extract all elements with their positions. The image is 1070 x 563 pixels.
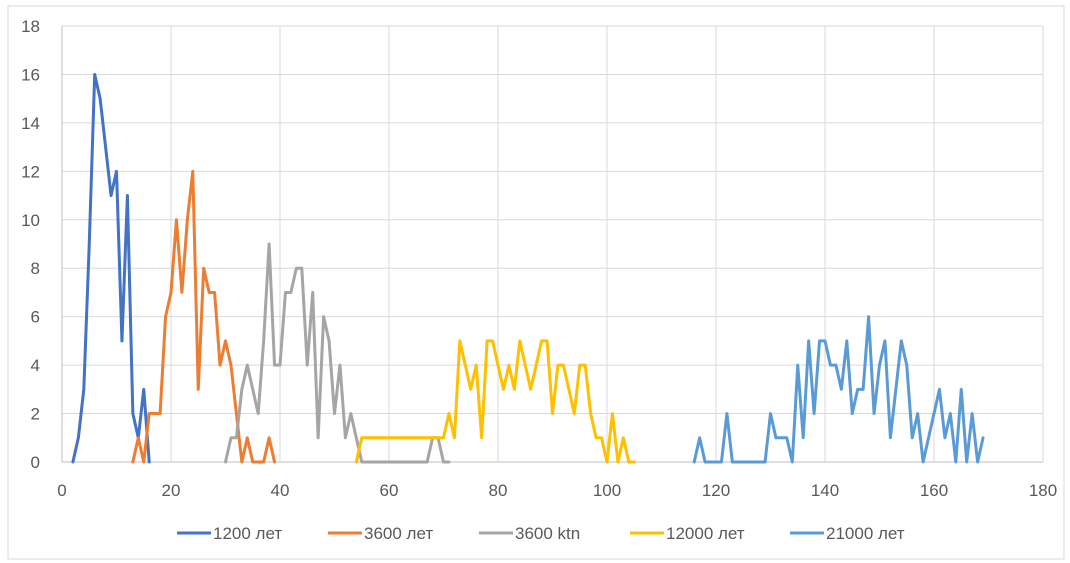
x-tick-label: 180 <box>1029 481 1057 500</box>
series-line-2 <box>131 169 277 464</box>
x-tick-label: 20 <box>162 481 181 500</box>
y-tick-label: 4 <box>31 356 40 375</box>
series-line-1 <box>71 72 151 464</box>
gridlines <box>62 25 1044 462</box>
y-tick-label: 8 <box>31 259 40 278</box>
x-tick-label: 120 <box>702 481 730 500</box>
x-tick-label: 80 <box>489 481 508 500</box>
x-tick-label: 40 <box>271 481 290 500</box>
y-tick-label: 6 <box>31 308 40 327</box>
y-tick-label: 14 <box>21 114 40 133</box>
y-tick-label: 12 <box>21 162 40 181</box>
legend-label: 3600 ktn <box>515 524 580 543</box>
y-tick-label: 16 <box>21 65 40 84</box>
x-tick-label: 140 <box>811 481 839 500</box>
series-line-5 <box>692 315 985 464</box>
x-tick-label: 60 <box>380 481 399 500</box>
x-tick-label: 0 <box>57 481 66 500</box>
legend-label: 1200 лет <box>213 524 282 543</box>
legend: 1200 лет 3600 лет 3600 ktn 12000 лет 21000 л… <box>177 524 905 543</box>
y-tick-label: 2 <box>31 405 40 424</box>
series-lines <box>71 72 985 464</box>
legend-label: 3600 лет <box>364 524 433 543</box>
x-tick-label: 100 <box>593 481 621 500</box>
series-line-3 <box>224 242 451 464</box>
legend-label: 12000 лет <box>666 524 745 543</box>
y-tick-label: 0 <box>31 453 40 472</box>
legend-label: 21000 лет <box>826 524 905 543</box>
series-line-4 <box>354 339 636 464</box>
y-tick-label: 10 <box>21 211 40 230</box>
chart-area-border <box>7 5 1065 560</box>
y-tick-label: 18 <box>21 17 40 36</box>
x-tick-label: 160 <box>920 481 948 500</box>
